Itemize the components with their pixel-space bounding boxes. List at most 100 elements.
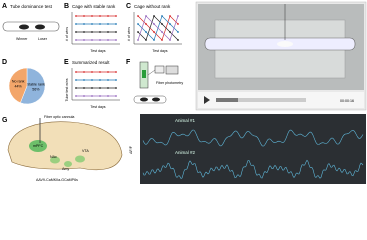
point bbox=[137, 39, 139, 41]
point bbox=[137, 31, 139, 33]
mouse bbox=[19, 24, 29, 30]
point bbox=[115, 71, 117, 73]
cable bbox=[147, 69, 156, 76]
point bbox=[75, 95, 77, 97]
point bbox=[83, 95, 85, 97]
pie-slice bbox=[20, 67, 46, 105]
mouse bbox=[277, 41, 293, 47]
point bbox=[91, 15, 93, 17]
point bbox=[91, 71, 93, 73]
point bbox=[153, 23, 155, 25]
point bbox=[83, 87, 85, 89]
panel-letter: B bbox=[64, 3, 69, 10]
point bbox=[169, 39, 171, 41]
point bbox=[137, 15, 139, 17]
point bbox=[107, 79, 109, 81]
point bbox=[177, 23, 179, 25]
slice-label: No rank bbox=[12, 79, 25, 83]
panel-title: Summarized result bbox=[72, 60, 110, 65]
mini-chart bbox=[71, 68, 120, 101]
mouse bbox=[35, 24, 45, 30]
slice-value: 44% bbox=[15, 84, 23, 88]
point bbox=[99, 15, 101, 17]
point bbox=[83, 15, 85, 17]
point bbox=[83, 31, 85, 33]
point bbox=[161, 31, 163, 33]
seek-bar[interactable] bbox=[216, 98, 306, 102]
point bbox=[91, 31, 93, 33]
panel-letter: A bbox=[2, 3, 7, 10]
point bbox=[169, 15, 171, 17]
point bbox=[115, 95, 117, 97]
axis-label: # of wins bbox=[127, 27, 131, 41]
point bbox=[145, 23, 147, 25]
point bbox=[153, 15, 155, 17]
trace-panel bbox=[140, 114, 366, 184]
label: Winner bbox=[16, 37, 28, 41]
trace-label: Animal #2 bbox=[175, 150, 196, 155]
point bbox=[91, 39, 93, 41]
line bbox=[137, 15, 179, 41]
point bbox=[177, 15, 179, 17]
region bbox=[29, 140, 47, 152]
seek-progress bbox=[216, 98, 238, 102]
figure: A Tube dominance test Winner Loser B Cag… bbox=[2, 1, 367, 184]
point bbox=[115, 23, 117, 25]
tube bbox=[133, 95, 167, 104]
region-label: Amy bbox=[62, 167, 69, 171]
point bbox=[177, 39, 179, 41]
tube bbox=[2, 21, 60, 32]
point bbox=[99, 31, 101, 33]
axis-label: Test days bbox=[90, 49, 105, 53]
point bbox=[91, 87, 93, 89]
panel-letter: E bbox=[64, 59, 69, 66]
device bbox=[154, 65, 165, 74]
point bbox=[75, 39, 77, 41]
point bbox=[107, 39, 109, 41]
point bbox=[161, 15, 163, 17]
panel-letter: C bbox=[126, 3, 131, 10]
point bbox=[115, 39, 117, 41]
point bbox=[169, 23, 171, 25]
point bbox=[99, 87, 101, 89]
panel-title: Cage without rank bbox=[134, 4, 171, 9]
point bbox=[177, 31, 179, 33]
point bbox=[107, 31, 109, 33]
point bbox=[83, 71, 85, 73]
mini-chart bbox=[71, 12, 120, 45]
point bbox=[115, 79, 117, 81]
point bbox=[75, 87, 77, 89]
mini-chart bbox=[133, 12, 182, 45]
point bbox=[91, 95, 93, 97]
panel-title: Cage with stable rank bbox=[72, 4, 116, 9]
point bbox=[83, 79, 85, 81]
pie-slice bbox=[8, 67, 28, 104]
point bbox=[145, 39, 147, 41]
point bbox=[153, 39, 155, 41]
mouse bbox=[140, 97, 148, 102]
point bbox=[107, 95, 109, 97]
axis-label: Tube test wins bbox=[65, 78, 69, 101]
panel-letter: D bbox=[2, 59, 7, 66]
computer bbox=[165, 65, 179, 75]
point bbox=[107, 15, 109, 17]
region-label: mPFC bbox=[33, 144, 44, 148]
point bbox=[107, 87, 109, 89]
trace-label: Animal #1 bbox=[175, 118, 196, 123]
region-label: VTA bbox=[82, 149, 89, 153]
point bbox=[91, 23, 93, 25]
point bbox=[99, 79, 101, 81]
point bbox=[99, 39, 101, 41]
point bbox=[91, 79, 93, 81]
trace bbox=[142, 159, 364, 179]
point bbox=[99, 71, 101, 73]
point bbox=[107, 23, 109, 25]
point bbox=[75, 15, 77, 17]
play-button[interactable] bbox=[204, 96, 210, 104]
axis-label: ΔF/F bbox=[129, 145, 133, 154]
line bbox=[137, 15, 179, 41]
point bbox=[83, 39, 85, 41]
point bbox=[75, 23, 77, 25]
point bbox=[75, 31, 77, 33]
